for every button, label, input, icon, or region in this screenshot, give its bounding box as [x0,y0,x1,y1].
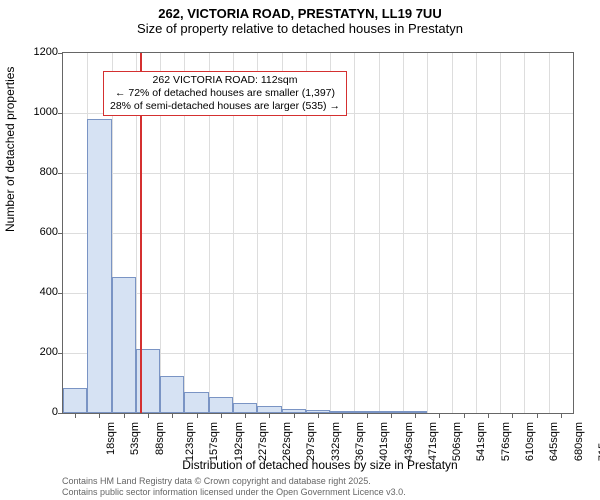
xtick-mark [294,413,295,418]
xtick-label: 610sqm [524,422,536,461]
histogram-bar [184,392,208,413]
xtick-mark [269,413,270,418]
xtick-mark [124,413,125,418]
chart-plot-area: 262 VICTORIA ROAD: 112sqm← 72% of detach… [62,52,574,414]
gridline-x [354,53,355,413]
xtick-label: 227sqm [257,422,269,461]
xtick-label: 367sqm [354,422,366,461]
histogram-bar [160,376,184,414]
xtick-mark [488,413,489,418]
ytick-label: 800 [8,166,58,178]
xtick-mark [561,413,562,418]
xtick-label: 88sqm [154,422,166,455]
xtick-label: 157sqm [208,422,220,461]
ytick-label: 1000 [8,106,58,118]
histogram-bar [330,411,354,413]
xtick-mark [172,413,173,418]
xtick-mark [391,413,392,418]
gridline-x [549,53,550,413]
xtick-mark [464,413,465,418]
ytick-label: 1200 [8,46,58,58]
ytick-mark [58,353,63,354]
xtick-label: 192sqm [233,422,245,461]
xtick-label: 436sqm [403,422,415,461]
histogram-bar [63,388,87,414]
xtick-mark [537,413,538,418]
callout-line: ← 72% of detached houses are smaller (1,… [110,87,340,100]
xtick-label: 576sqm [500,422,512,461]
xtick-mark [342,413,343,418]
gridline-x [500,53,501,413]
ytick-label: 400 [8,286,58,298]
callout-line: 262 VICTORIA ROAD: 112sqm [110,74,340,87]
gridline-x [452,53,453,413]
histogram-bar [282,409,306,413]
gridline-x [524,53,525,413]
histogram-bar [354,411,378,413]
gridline-x [427,53,428,413]
property-callout: 262 VICTORIA ROAD: 112sqm← 72% of detach… [103,71,347,116]
histogram-bar [209,397,233,414]
ytick-mark [58,413,63,414]
xtick-label: 506sqm [451,422,463,461]
callout-line: 28% of semi-detached houses are larger (… [110,100,340,113]
xtick-label: 541sqm [476,422,488,461]
xtick-mark [439,413,440,418]
footer-line: Contains public sector information licen… [62,487,406,498]
xtick-mark [367,413,368,418]
xtick-mark [148,413,149,418]
histogram-bar [257,406,281,413]
ytick-mark [58,53,63,54]
xtick-mark [318,413,319,418]
xtick-label: 645sqm [548,422,560,461]
xtick-label: 262sqm [281,422,293,461]
xtick-mark [75,413,76,418]
xtick-label: 123sqm [184,422,196,461]
histogram-bar [306,410,330,413]
xtick-mark [245,413,246,418]
gridline-x [379,53,380,413]
xtick-label: 332sqm [330,422,342,461]
ytick-label: 600 [8,226,58,238]
gridline-x [403,53,404,413]
xtick-label: 680sqm [573,422,585,461]
histogram-bar [403,411,427,413]
xtick-mark [415,413,416,418]
xtick-mark [99,413,100,418]
histogram-bar [87,119,111,413]
xtick-mark [512,413,513,418]
xtick-label: 471sqm [427,422,439,461]
ytick-mark [58,293,63,294]
histogram-bar [379,411,403,413]
footer-attribution: Contains HM Land Registry data © Crown c… [62,476,406,498]
ytick-label: 200 [8,346,58,358]
histogram-bar [112,277,136,414]
page-subtitle: Size of property relative to detached ho… [0,21,600,36]
xtick-label: 18sqm [105,422,117,455]
footer-line: Contains HM Land Registry data © Crown c… [62,476,406,487]
xtick-mark [221,413,222,418]
y-axis-label: Number of detached properties [3,67,17,232]
gridline-x [476,53,477,413]
ytick-mark [58,113,63,114]
ytick-mark [58,233,63,234]
histogram-bar [233,403,257,414]
xtick-label: 401sqm [378,422,390,461]
xtick-label: 297sqm [306,422,318,461]
page-title: 262, VICTORIA ROAD, PRESTATYN, LL19 7UU [0,0,600,21]
ytick-mark [58,173,63,174]
xtick-mark [197,413,198,418]
xtick-label: 53sqm [129,422,141,455]
ytick-label: 0 [8,406,58,418]
